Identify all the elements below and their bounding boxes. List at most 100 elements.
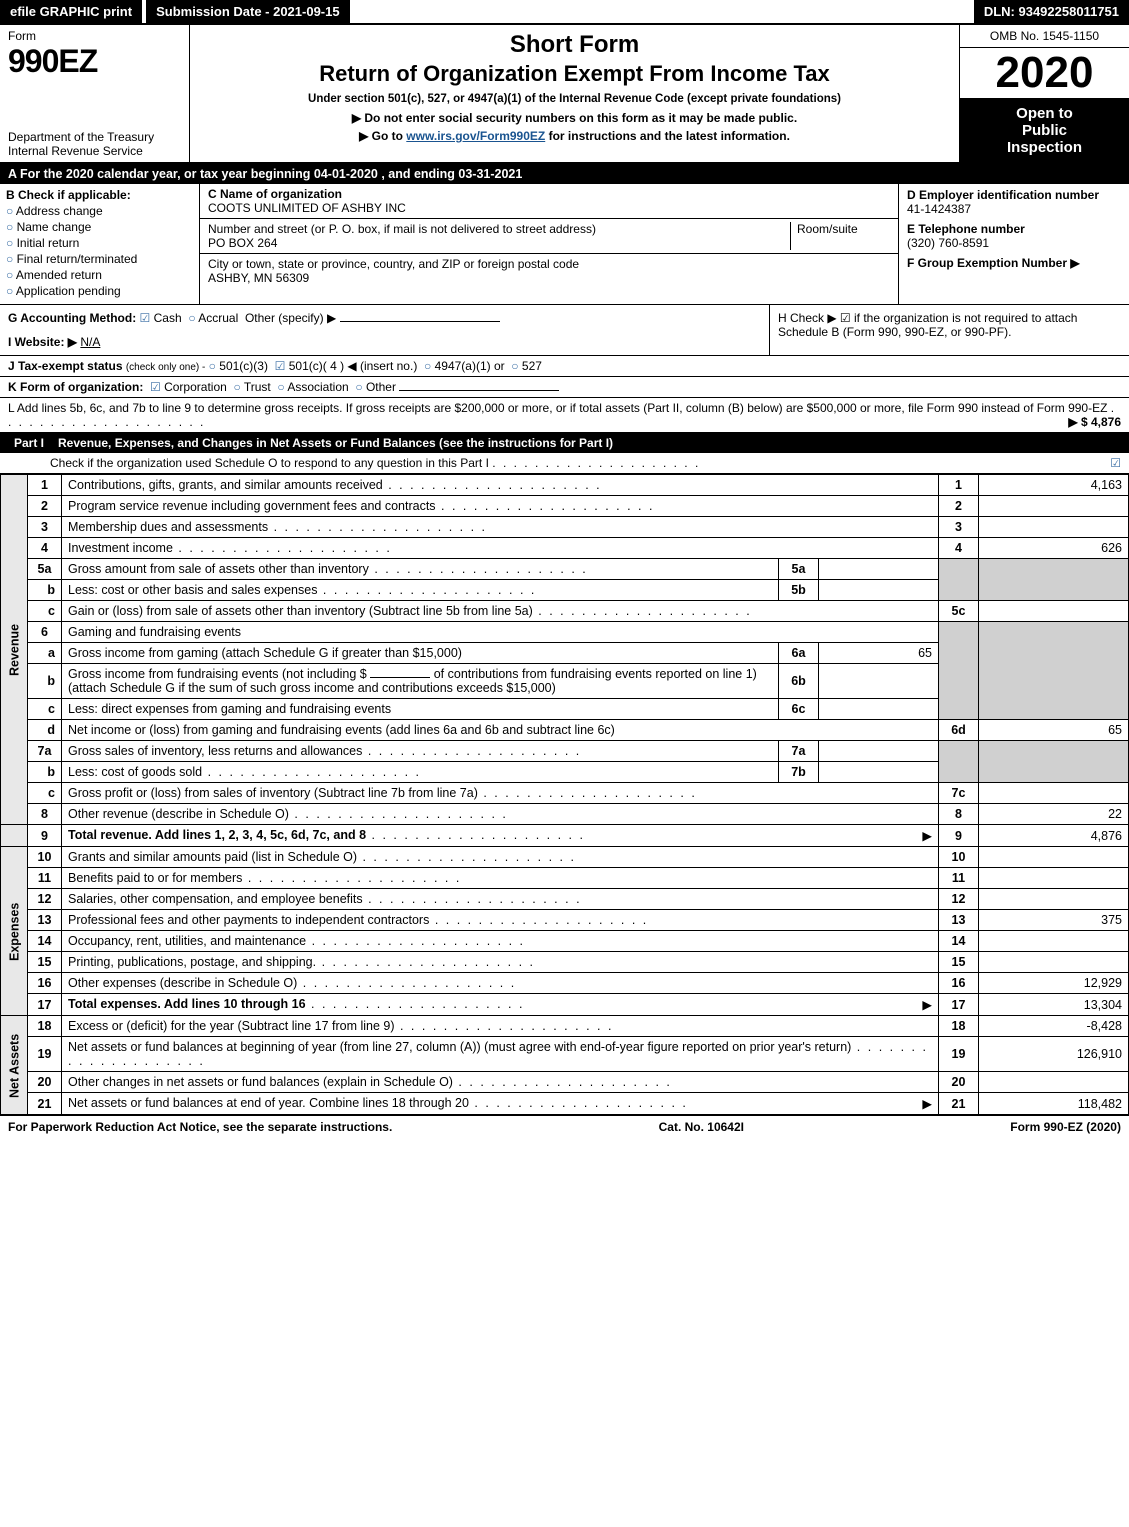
info-grid: B Check if applicable: Address change Na… bbox=[0, 184, 1129, 305]
dept-irs: Internal Revenue Service bbox=[8, 144, 181, 158]
k-other-input[interactable] bbox=[399, 390, 559, 391]
line-14: 14 Occupancy, rent, utilities, and maint… bbox=[1, 931, 1129, 952]
l19-desc: Net assets or fund balances at beginning… bbox=[68, 1040, 928, 1068]
open-to-public-box: Open to Public Inspection bbox=[960, 99, 1129, 162]
chk-trust[interactable]: Trust bbox=[233, 380, 270, 394]
l6c-desc: Less: direct expenses from gaming and fu… bbox=[62, 699, 779, 720]
l10-desc: Grants and similar amounts paid (list in… bbox=[68, 850, 576, 864]
k-label: K Form of organization: bbox=[8, 380, 143, 394]
submission-date-button[interactable]: Submission Date - 2021-09-15 bbox=[146, 0, 350, 23]
goto-pre: ▶ Go to bbox=[359, 129, 406, 143]
l7b-minival bbox=[819, 762, 939, 783]
l7a-no: 7a bbox=[28, 741, 62, 762]
l12-col: 12 bbox=[939, 889, 979, 910]
line-7a: 7a Gross sales of inventory, less return… bbox=[1, 741, 1129, 762]
chk-address-change[interactable]: Address change bbox=[6, 204, 193, 218]
l4-col: 4 bbox=[939, 538, 979, 559]
dept-treasury: Department of the Treasury bbox=[8, 130, 181, 144]
line-7c: c Gross profit or (loss) from sales of i… bbox=[1, 783, 1129, 804]
chk-association[interactable]: Association bbox=[277, 380, 348, 394]
city-label: City or town, state or province, country… bbox=[208, 257, 579, 271]
tel-label: E Telephone number bbox=[907, 222, 1121, 236]
chk-other-org[interactable]: Other bbox=[355, 380, 396, 394]
l5b-no: b bbox=[28, 580, 62, 601]
l8-col: 8 bbox=[939, 804, 979, 825]
l20-val bbox=[979, 1072, 1129, 1093]
part1-schedule-o-check[interactable]: ☑ bbox=[1110, 456, 1121, 470]
chk-527[interactable]: 527 bbox=[511, 359, 542, 373]
l7-shade bbox=[939, 741, 979, 783]
l3-val bbox=[979, 517, 1129, 538]
chk-cash[interactable]: Cash bbox=[140, 311, 182, 325]
chk-application-pending[interactable]: Application pending bbox=[6, 284, 193, 298]
l3-desc: Membership dues and assessments bbox=[68, 520, 487, 534]
l1-col: 1 bbox=[939, 475, 979, 496]
l17-val: 13,304 bbox=[979, 994, 1129, 1016]
l11-desc: Benefits paid to or for members bbox=[68, 871, 461, 885]
line-10: Expenses 10 Grants and similar amounts p… bbox=[1, 847, 1129, 868]
g-other-input[interactable] bbox=[340, 321, 500, 322]
l19-no: 19 bbox=[28, 1037, 62, 1072]
l9-arrow: ▶ bbox=[922, 828, 932, 843]
chk-amended-return[interactable]: Amended return bbox=[6, 268, 193, 282]
chk-name-change[interactable]: Name change bbox=[6, 220, 193, 234]
l1-no: 1 bbox=[28, 475, 62, 496]
form-number: 990EZ bbox=[8, 43, 181, 80]
line-16: 16 Other expenses (describe in Schedule … bbox=[1, 973, 1129, 994]
col-c-org-info: C Name of organization COOTS UNLIMITED O… bbox=[200, 184, 899, 304]
part1-sub: Check if the organization used Schedule … bbox=[0, 453, 1129, 474]
l16-no: 16 bbox=[28, 973, 62, 994]
line-5a: 5a Gross amount from sale of assets othe… bbox=[1, 559, 1129, 580]
revenue-side-label: Revenue bbox=[1, 475, 28, 825]
line-3: 3 Membership dues and assessments 3 bbox=[1, 517, 1129, 538]
part1-title: Revenue, Expenses, and Changes in Net As… bbox=[58, 436, 613, 450]
l14-no: 14 bbox=[28, 931, 62, 952]
l16-val: 12,929 bbox=[979, 973, 1129, 994]
l1-desc: Contributions, gifts, grants, and simila… bbox=[68, 478, 602, 492]
l6a-desc: Gross income from gaming (attach Schedul… bbox=[62, 643, 779, 664]
l-amount: ▶ $ 4,876 bbox=[1068, 415, 1121, 429]
tel-value: (320) 760-8591 bbox=[907, 236, 1121, 250]
l7a-desc: Gross sales of inventory, less returns a… bbox=[68, 744, 581, 758]
l8-desc: Other revenue (describe in Schedule O) bbox=[68, 807, 508, 821]
chk-501c3[interactable]: 501(c)(3) bbox=[209, 359, 268, 373]
l5a-minival bbox=[819, 559, 939, 580]
l3-no: 3 bbox=[28, 517, 62, 538]
form-word: Form bbox=[8, 29, 181, 43]
l2-desc: Program service revenue including govern… bbox=[68, 499, 654, 513]
l15-no: 15 bbox=[28, 952, 62, 973]
l10-no: 10 bbox=[28, 847, 62, 868]
l11-val bbox=[979, 868, 1129, 889]
l20-col: 20 bbox=[939, 1072, 979, 1093]
ein-label: D Employer identification number bbox=[907, 188, 1121, 202]
l21-desc: Net assets or fund balances at end of ye… bbox=[68, 1096, 688, 1110]
line-15: 15 Printing, publications, postage, and … bbox=[1, 952, 1129, 973]
line-11: 11 Benefits paid to or for members 11 bbox=[1, 868, 1129, 889]
l2-val bbox=[979, 496, 1129, 517]
chk-final-return[interactable]: Final return/terminated bbox=[6, 252, 193, 266]
l6b-minival bbox=[819, 664, 939, 699]
chk-501c[interactable]: 501(c)( 4 ) ◀ (insert no.) bbox=[275, 359, 418, 373]
l11-col: 11 bbox=[939, 868, 979, 889]
chk-corporation[interactable]: Corporation bbox=[150, 380, 227, 394]
top-bar: efile GRAPHIC print Submission Date - 20… bbox=[0, 0, 1129, 25]
irs-link[interactable]: www.irs.gov/Form990EZ bbox=[406, 129, 545, 143]
line-1: Revenue 1 Contributions, gifts, grants, … bbox=[1, 475, 1129, 496]
l19-val: 126,910 bbox=[979, 1037, 1129, 1072]
form-header: Form 990EZ Department of the Treasury In… bbox=[0, 25, 1129, 164]
room-label: Room/suite bbox=[797, 222, 858, 236]
l-text: L Add lines 5b, 6c, and 7b to line 9 to … bbox=[8, 401, 1107, 415]
col-d-identifiers: D Employer identification number 41-1424… bbox=[899, 184, 1129, 304]
l6b-amount-input[interactable] bbox=[370, 677, 430, 678]
header-left: Form 990EZ Department of the Treasury In… bbox=[0, 25, 190, 162]
l17-no: 17 bbox=[28, 994, 62, 1016]
chk-initial-return[interactable]: Initial return bbox=[6, 236, 193, 250]
chk-4947[interactable]: 4947(a)(1) or bbox=[424, 359, 505, 373]
line-2: 2 Program service revenue including gove… bbox=[1, 496, 1129, 517]
line-4: 4 Investment income 4 626 bbox=[1, 538, 1129, 559]
ssn-warning: ▶ Do not enter social security numbers o… bbox=[200, 111, 949, 125]
line-8: 8 Other revenue (describe in Schedule O)… bbox=[1, 804, 1129, 825]
chk-accrual[interactable]: Accrual bbox=[188, 311, 238, 325]
efile-print-button[interactable]: efile GRAPHIC print bbox=[0, 0, 142, 23]
l5b-desc: Less: cost or other basis and sales expe… bbox=[68, 583, 536, 597]
